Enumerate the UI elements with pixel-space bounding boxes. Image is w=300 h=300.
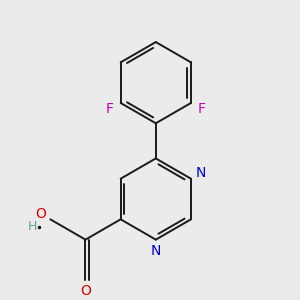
Text: O: O xyxy=(78,282,92,300)
Text: F: F xyxy=(105,100,115,118)
Text: N: N xyxy=(194,164,208,182)
Text: N: N xyxy=(196,166,206,180)
Text: O: O xyxy=(34,205,48,223)
Text: O: O xyxy=(35,207,46,221)
Text: N: N xyxy=(149,242,163,260)
Text: F: F xyxy=(196,100,207,118)
Text: O: O xyxy=(80,284,91,298)
Text: N: N xyxy=(151,244,161,258)
Text: H: H xyxy=(28,220,37,233)
Text: F: F xyxy=(106,102,114,116)
Text: F: F xyxy=(197,102,206,116)
